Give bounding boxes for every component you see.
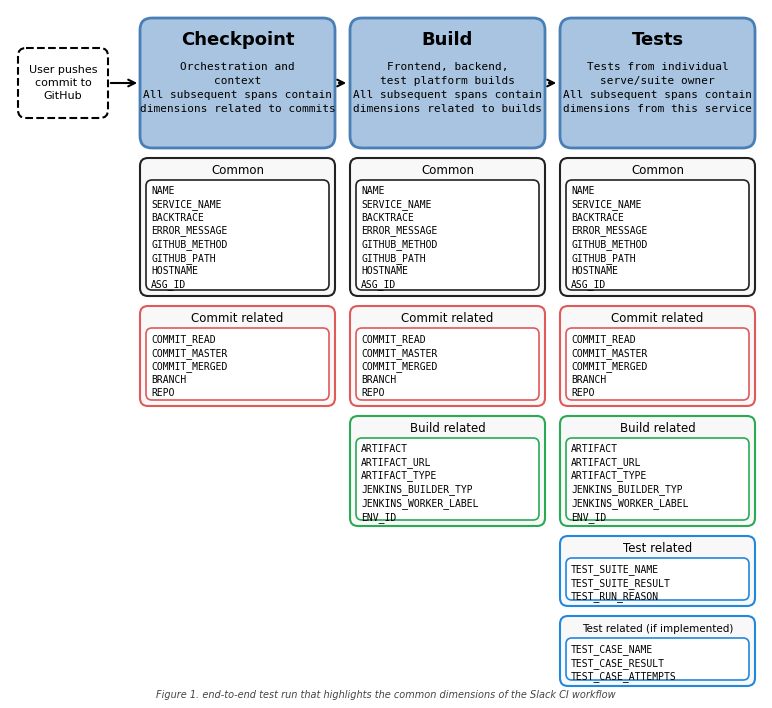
FancyBboxPatch shape [560,18,755,148]
Text: Commit related: Commit related [611,312,704,326]
FancyBboxPatch shape [146,328,329,400]
FancyBboxPatch shape [140,306,335,406]
FancyBboxPatch shape [356,438,539,520]
Text: Checkpoint: Checkpoint [181,31,294,49]
FancyBboxPatch shape [560,536,755,606]
FancyBboxPatch shape [566,638,749,680]
Text: TEST_SUITE_NAME
TEST_SUITE_RESULT
TEST_RUN_REASON: TEST_SUITE_NAME TEST_SUITE_RESULT TEST_R… [571,564,671,603]
FancyBboxPatch shape [140,18,335,148]
FancyBboxPatch shape [350,18,545,148]
FancyBboxPatch shape [146,180,329,290]
FancyBboxPatch shape [566,328,749,400]
FancyBboxPatch shape [350,306,545,406]
Text: Figure 1. end-to-end test run that highlights the common dimensions of the Slack: Figure 1. end-to-end test run that highl… [156,690,616,700]
FancyBboxPatch shape [350,416,545,526]
FancyBboxPatch shape [356,180,539,290]
Text: Common: Common [631,164,684,178]
Text: Common: Common [211,164,264,178]
Text: Build related: Build related [620,423,696,435]
FancyBboxPatch shape [566,180,749,290]
FancyBboxPatch shape [560,158,755,296]
Text: ARTIFACT
ARTIFACT_URL
ARTIFACT_TYPE
JENKINS_BUILDER_TYP
JENKINS_WORKER_LABEL
ENV: ARTIFACT ARTIFACT_URL ARTIFACT_TYPE JENK… [361,444,479,523]
Text: Build related: Build related [410,423,486,435]
Text: NAME
SERVICE_NAME
BACKTRACE
ERROR_MESSAGE
GITHUB_METHOD
GITHUB_PATH
HOSTNAME
ASG: NAME SERVICE_NAME BACKTRACE ERROR_MESSAG… [571,186,648,290]
FancyBboxPatch shape [356,328,539,400]
FancyBboxPatch shape [566,558,749,600]
Text: Build: Build [422,31,473,49]
Text: NAME
SERVICE_NAME
BACKTRACE
ERROR_MESSAGE
GITHUB_METHOD
GITHUB_PATH
HOSTNAME
ASG: NAME SERVICE_NAME BACKTRACE ERROR_MESSAG… [361,186,438,290]
Text: Test related: Test related [623,542,692,556]
Text: Frontend, backend,
test platform builds
All subsequent spans contain
dimensions : Frontend, backend, test platform builds … [353,62,542,114]
Text: Commit related: Commit related [401,312,493,326]
Text: Test related (if implemented): Test related (if implemented) [582,624,733,634]
Text: Common: Common [421,164,474,178]
FancyBboxPatch shape [560,416,755,526]
Text: User pushes
commit to
GitHub: User pushes commit to GitHub [29,65,97,101]
Text: Commit related: Commit related [191,312,283,326]
Text: TEST_CASE_NAME
TEST_CASE_RESULT
TEST_CASE_ATTEMPTS: TEST_CASE_NAME TEST_CASE_RESULT TEST_CAS… [571,644,677,683]
Text: Orchestration and
context
All subsequent spans contain
dimensions related to com: Orchestration and context All subsequent… [140,62,335,114]
Text: COMMIT_READ
COMMIT_MASTER
COMMIT_MERGED
BRANCH
REPO: COMMIT_READ COMMIT_MASTER COMMIT_MERGED … [361,334,438,398]
Text: ARTIFACT
ARTIFACT_URL
ARTIFACT_TYPE
JENKINS_BUILDER_TYP
JENKINS_WORKER_LABEL
ENV: ARTIFACT ARTIFACT_URL ARTIFACT_TYPE JENK… [571,444,689,523]
Text: Tests from individual
serve/suite owner
All subsequent spans contain
dimensions : Tests from individual serve/suite owner … [563,62,752,114]
FancyBboxPatch shape [350,158,545,296]
Text: NAME
SERVICE_NAME
BACKTRACE
ERROR_MESSAGE
GITHUB_METHOD
GITHUB_PATH
HOSTNAME
ASG: NAME SERVICE_NAME BACKTRACE ERROR_MESSAG… [151,186,228,290]
FancyBboxPatch shape [18,48,108,118]
Text: COMMIT_READ
COMMIT_MASTER
COMMIT_MERGED
BRANCH
REPO: COMMIT_READ COMMIT_MASTER COMMIT_MERGED … [571,334,648,398]
Text: Tests: Tests [631,31,683,49]
FancyBboxPatch shape [140,158,335,296]
FancyBboxPatch shape [560,306,755,406]
Text: COMMIT_READ
COMMIT_MASTER
COMMIT_MERGED
BRANCH
REPO: COMMIT_READ COMMIT_MASTER COMMIT_MERGED … [151,334,228,398]
FancyBboxPatch shape [560,616,755,686]
FancyBboxPatch shape [566,438,749,520]
